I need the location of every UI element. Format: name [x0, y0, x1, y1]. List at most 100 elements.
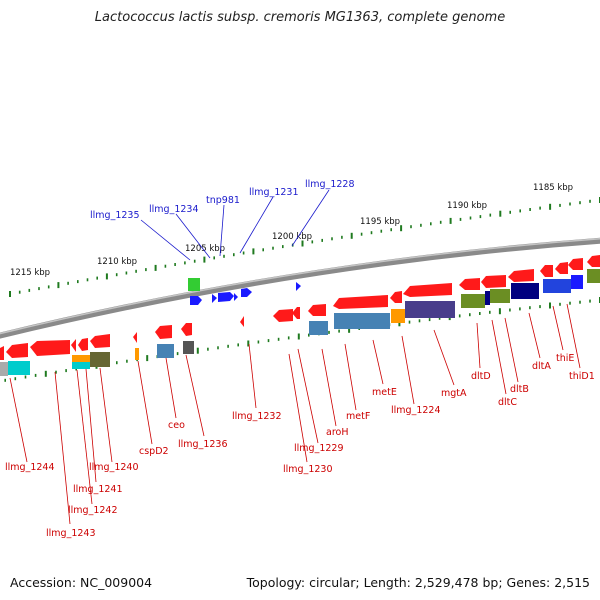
outer-tick-ring	[9, 197, 600, 297]
gene-label: llmg_1234	[149, 204, 199, 215]
cog-box	[391, 309, 405, 323]
ruler-label: 1185 kbp	[533, 183, 573, 193]
ruler-label: 1215 kbp	[10, 268, 50, 278]
leader-line	[137, 360, 153, 445]
cog-box	[8, 361, 30, 375]
reverse-gene	[71, 339, 76, 352]
cog-box	[90, 352, 110, 367]
forward-gene	[234, 293, 238, 301]
genome-backbone-highlight	[0, 237, 600, 335]
reverse-cog-boxes	[0, 269, 600, 376]
cog-box	[183, 341, 194, 354]
gene-label: llmg_1242	[68, 505, 118, 516]
gene-label: metE	[372, 387, 397, 398]
leader-line	[239, 196, 274, 254]
gene-label: llmg_1232	[232, 411, 282, 422]
topology-text: Topology: circular; Length: 2,529,478 bp…	[246, 575, 590, 590]
gene-label: dltB	[510, 384, 529, 395]
gene-label: metF	[346, 411, 370, 422]
reverse-gene	[540, 265, 553, 277]
forward-label-group: llmg_1235 llmg_1234 tnp981 llmg_1231 llm…	[90, 179, 355, 261]
leader-line	[491, 319, 507, 395]
gene-label: llmg_1230	[283, 464, 333, 475]
reverse-gene	[90, 334, 110, 348]
reverse-gene	[555, 262, 568, 274]
leader-line	[476, 322, 481, 369]
ruler-label: 1200 kbp	[272, 232, 312, 242]
ruler-label: 1195 kbp	[360, 217, 400, 227]
leader-line	[344, 343, 357, 411]
cog-box	[135, 348, 139, 360]
leader-line	[401, 335, 415, 405]
forward-genes	[188, 278, 301, 305]
reverse-gene	[181, 323, 192, 336]
gene-label: dltC	[498, 397, 517, 408]
cog-box	[543, 279, 571, 293]
cog-box	[157, 344, 174, 358]
gene-label: mgtA	[441, 388, 467, 399]
leader-line	[99, 367, 113, 463]
cog-box	[309, 321, 328, 335]
gene-label: thiE	[556, 353, 574, 364]
reverse-gene	[481, 275, 506, 288]
cog-box	[490, 289, 510, 303]
gene-label: dltD	[471, 371, 491, 382]
cog-box	[461, 294, 485, 308]
leader-line	[54, 371, 71, 525]
leader-line	[433, 329, 455, 386]
reverse-gene	[240, 316, 244, 327]
leader-line	[140, 219, 191, 261]
leader-line	[321, 348, 337, 427]
leader-line	[528, 312, 541, 359]
ruler-labels: 1215 kbp 1210 kbp 1205 kbp 1200 kbp 1195…	[10, 183, 573, 278]
leader-line	[288, 353, 308, 463]
leader-line	[566, 303, 581, 369]
gene-label: llmg_1229	[294, 443, 344, 454]
gene-label: tnp981	[206, 195, 240, 206]
cog-box	[72, 362, 90, 369]
gene-label: aroH	[326, 427, 348, 438]
cog-box	[334, 313, 390, 329]
gene-label: llmg_1231	[249, 187, 299, 198]
cog-box	[587, 269, 600, 283]
forward-gene	[190, 296, 202, 305]
reverse-gene	[155, 325, 172, 339]
reverse-gene	[308, 304, 326, 316]
reverse-gene	[508, 269, 534, 282]
reverse-gene	[133, 332, 137, 343]
forward-gene	[218, 292, 234, 302]
leader-line	[185, 354, 205, 437]
leader-line	[504, 317, 519, 383]
reverse-genes	[0, 255, 600, 360]
gene-label: llmg_1228	[305, 179, 355, 190]
leader-line	[219, 204, 225, 257]
leader-line	[165, 357, 177, 419]
reverse-gene	[390, 291, 402, 303]
ruler-label: 1205 kbp	[185, 244, 225, 254]
reverse-gene	[30, 340, 70, 356]
leader-line	[248, 343, 257, 409]
gene-label: ceo	[168, 420, 185, 431]
gene-label: llmg_1244	[5, 462, 55, 473]
ruler-label: 1210 kbp	[97, 257, 137, 267]
leader-line	[76, 369, 93, 505]
cog-box	[485, 291, 490, 305]
reverse-gene	[403, 283, 452, 297]
reverse-gene	[333, 295, 388, 309]
gene-label: llmg_1243	[46, 528, 96, 539]
reverse-gene	[292, 307, 300, 319]
gene-label: llmg_1241	[73, 484, 123, 495]
forward-gene	[241, 288, 252, 297]
forward-cog-box	[188, 278, 200, 291]
reverse-label-group: llmg_1244 llmg_1243 llmg_1242 llmg_1241 …	[5, 303, 595, 539]
gene-label: cspD2	[139, 446, 169, 457]
gene-label: thiD1	[569, 371, 595, 382]
leader-line	[372, 339, 384, 385]
ruler-label: 1190 kbp	[447, 201, 487, 211]
cog-box	[72, 355, 90, 363]
leader-line	[552, 305, 564, 351]
forward-gene	[212, 294, 217, 303]
leader-line	[85, 368, 97, 483]
